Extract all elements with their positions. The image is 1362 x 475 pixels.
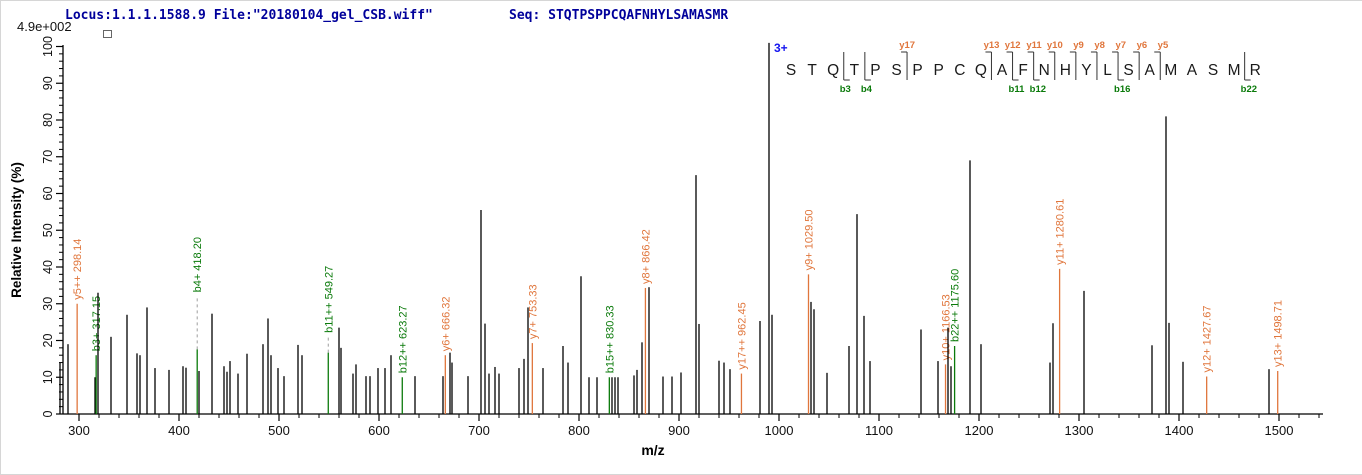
y-tick-label: 0	[41, 410, 55, 417]
b-fragment-label: b3	[840, 84, 851, 95]
peak-label: y8+ 866.42	[640, 229, 652, 284]
y-fragment-label: y11	[1026, 40, 1042, 51]
y-tick-label: 70	[41, 150, 55, 164]
y-fragment-label: y10	[1047, 40, 1063, 51]
y-tick-label: 30	[41, 297, 55, 311]
x-tick-label: 1200	[965, 423, 994, 438]
y-tick-label: 60	[41, 187, 55, 201]
y-tick-label: 10	[41, 370, 55, 384]
residue-letter: Q	[827, 62, 839, 79]
x-tick-label: 900	[668, 423, 690, 438]
residue-letter: S	[786, 62, 796, 79]
precursor-charge-label: 3+	[774, 41, 788, 55]
residue-letter: F	[1018, 62, 1027, 79]
x-tick-label: 1400	[1165, 423, 1194, 438]
peak-label: y5++ 298.14	[72, 239, 84, 300]
residue-letter: L	[1103, 62, 1112, 79]
intensity-scale-label: 4.9e+002	[17, 19, 72, 34]
residue-letter: N	[1039, 62, 1050, 79]
x-tick-label: 400	[168, 423, 190, 438]
y-tick-label: 50	[41, 223, 55, 237]
y-tick-label: 100	[41, 36, 55, 57]
peak-label: y12+ 1427.67	[1202, 306, 1214, 373]
residue-letter: H	[1060, 62, 1071, 79]
residue-letter: C	[954, 62, 965, 79]
x-axis-title: m/z	[641, 442, 664, 458]
x-tick-label: 1000	[765, 423, 794, 438]
y-fragment-label: y13	[984, 40, 1000, 51]
residue-letter: S	[891, 62, 901, 79]
y-fragment-label: y6	[1137, 40, 1148, 51]
residue-letter: A	[997, 62, 1008, 79]
header-locus-file: Locus:1.1.1.1588.9 File:"20180104_gel_CS…	[65, 8, 433, 23]
x-tick-label: 700	[468, 423, 490, 438]
residue-letter: T	[850, 62, 860, 79]
y-tick-label: 20	[41, 334, 55, 348]
peak-label: b3+ 317.15	[91, 296, 103, 351]
residue-letter: M	[1164, 62, 1177, 79]
peak-label: y17++ 962.45	[736, 302, 748, 369]
small-square-marker	[103, 30, 112, 38]
x-tick-label: 1100	[865, 423, 893, 438]
y-tick-label: 80	[41, 113, 55, 127]
b-fragment-label: b16	[1114, 84, 1130, 95]
x-tick-label: 300	[68, 423, 90, 438]
residue-letter: P	[934, 62, 944, 79]
residue-letter: R	[1250, 62, 1261, 79]
residue-letter: S	[1208, 62, 1218, 79]
peak-label: b11++ 549.27	[323, 266, 335, 333]
b-fragment-label: b12	[1030, 84, 1046, 95]
peak-label: y9+ 1029.50	[804, 209, 816, 270]
x-tick-label: 1500	[1265, 423, 1294, 438]
x-tick-label: 800	[568, 423, 590, 438]
peak-label: y13+ 1498.71	[1273, 300, 1285, 367]
b-fragment-label: b11	[1009, 84, 1026, 95]
residue-letter: Q	[975, 62, 987, 79]
peak-label: b22++ 1175.60	[950, 269, 962, 342]
peak-label: y10+ 1166.53	[941, 294, 953, 360]
y-fragment-label: y17	[899, 40, 915, 51]
residue-letter: A	[1187, 62, 1198, 79]
peak-label: b4+ 418.20	[192, 237, 204, 292]
b-fragment-label: b22	[1241, 84, 1257, 95]
header-sequence: Seq: STQTPSPPCQAFNHYLSAMASMR	[509, 8, 729, 23]
peak-label: b12++ 623.27	[397, 305, 409, 373]
peak-label: y6+ 666.32	[440, 296, 452, 351]
x-tick-label: 600	[368, 423, 390, 438]
y-fragment-label: y7	[1115, 40, 1126, 51]
b-fragment-label: b4	[861, 84, 873, 95]
residue-letter: S	[1123, 62, 1133, 79]
residue-letter: A	[1145, 62, 1156, 79]
y-fragment-label: y12	[1005, 40, 1021, 51]
y-tick-label: 90	[41, 76, 55, 90]
peak-label: b15++ 830.33	[604, 305, 616, 373]
residue-letter: P	[870, 62, 880, 79]
y-tick-label: 40	[41, 260, 55, 274]
plot-generated-content: 300 400 500 600 700 800 900 1000 1100 1200 1300 140…	[41, 36, 1323, 438]
y-fragment-label: y9	[1073, 40, 1084, 51]
y-axis-title: Relative Intensity (%)	[9, 162, 24, 298]
peak-label: y11+ 1280.61	[1055, 199, 1067, 265]
residue-letter: P	[912, 62, 922, 79]
residue-letter: Y	[1081, 62, 1091, 79]
y-fragment-label: y8	[1094, 40, 1105, 51]
residue-letter: T	[807, 62, 817, 79]
residue-letter: M	[1228, 62, 1241, 79]
peak-label: y7+ 753.33	[527, 284, 539, 339]
x-tick-label: 500	[268, 423, 290, 438]
y-fragment-label: y5	[1158, 40, 1169, 51]
x-tick-label: 1300	[1065, 423, 1094, 438]
